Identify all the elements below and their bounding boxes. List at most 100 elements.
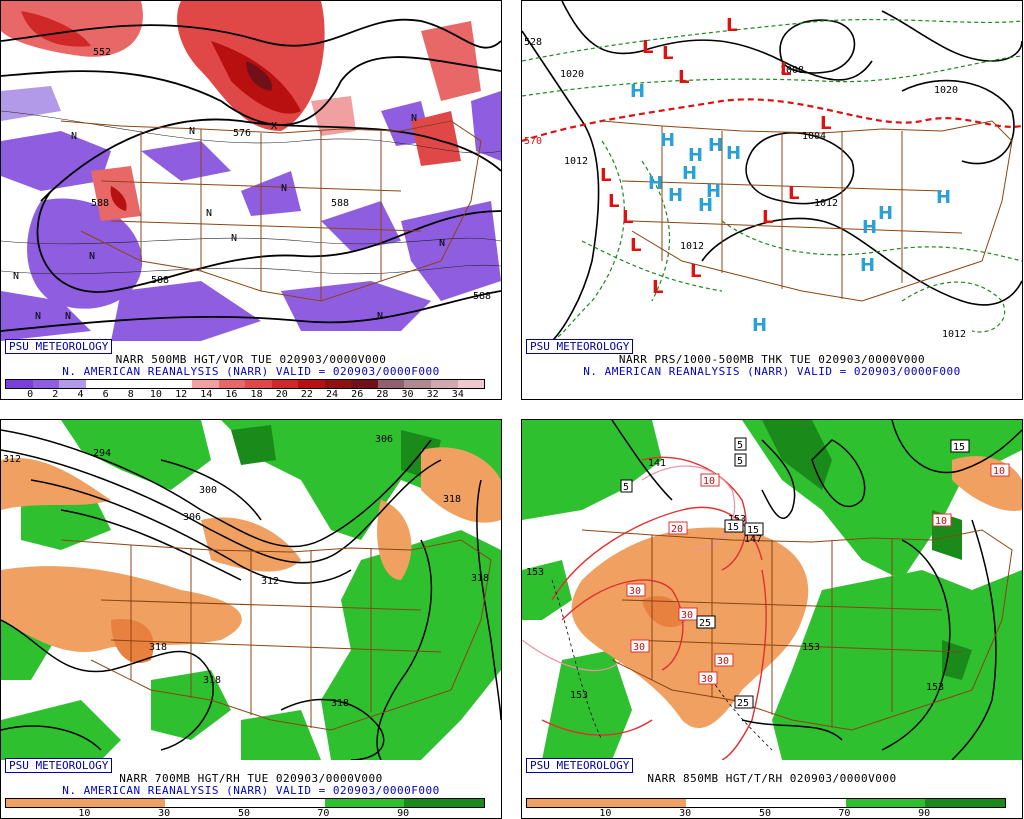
- high-pressure-mark: H: [860, 255, 875, 276]
- svg-text:15: 15: [747, 525, 759, 536]
- rh700-map: 312 294 300 306 306 312 318 318 318 318 …: [1, 420, 501, 760]
- colorbar-swatch: [351, 380, 378, 388]
- low-pressure-mark: L: [788, 183, 799, 204]
- vor-min-mark: N: [89, 251, 95, 262]
- vor-min-mark: N: [35, 311, 41, 322]
- cbar-label: 22: [300, 389, 313, 400]
- colorbar-swatch: [377, 380, 405, 388]
- svg-text:5: 5: [623, 482, 629, 493]
- colorbar-swatch: [324, 380, 352, 388]
- height-contour-label: 153: [926, 682, 944, 693]
- high-pressure-mark: H: [682, 163, 697, 184]
- cbar-label: 30: [679, 808, 692, 819]
- colorbar-swatch: [6, 380, 33, 388]
- cbar-label: 18: [250, 389, 263, 400]
- cbar-label: 8: [127, 389, 134, 400]
- temperature-box: 15: [950, 439, 970, 453]
- rh850-map: 141 147 153 153 153 153 153 555151510101…: [522, 420, 1022, 760]
- svg-text:30: 30: [701, 674, 713, 685]
- thickness-label: 528: [524, 37, 542, 48]
- temperature-labels: 5 5 5 15 15 10 10 10 20 30 30 30 25 30 30 25 15: [620, 437, 1010, 709]
- svg-text:5: 5: [737, 440, 743, 451]
- high-pressure-mark: H: [708, 135, 723, 156]
- colorbar-swatch: [85, 380, 113, 388]
- colorbar-swatch: [191, 380, 219, 388]
- colorbar-swatch: [271, 380, 299, 388]
- height-contour-label: 318: [149, 642, 167, 653]
- vor-contour-label: 588: [151, 275, 169, 286]
- colorbar-swatch: [245, 380, 272, 388]
- temperature-box: 15: [724, 519, 744, 533]
- colorbar-swatch: [59, 380, 86, 388]
- svg-text:15: 15: [953, 442, 965, 453]
- temperature-box: 5: [734, 437, 747, 451]
- height-contour-label: 153: [526, 567, 544, 578]
- vor-min-mark: N: [377, 311, 383, 322]
- temperature-box: 25: [734, 695, 754, 709]
- cbar-label: 26: [351, 389, 364, 400]
- cbar-label: 34: [451, 389, 464, 400]
- high-pressure-mark: H: [878, 203, 893, 224]
- cbar-label: 30: [158, 808, 171, 819]
- height-contour-label: 153: [570, 690, 588, 701]
- svg-text:20: 20: [671, 524, 683, 535]
- colorbar-swatch: [138, 380, 166, 388]
- svg-text:30: 30: [717, 656, 729, 667]
- vorticity-map: 552 576 588 588 588 588 N N N N N N N N …: [1, 1, 501, 341]
- low-pressure-mark: L: [690, 261, 701, 282]
- cbar-label: 14: [200, 389, 213, 400]
- low-pressure-mark: L: [780, 59, 791, 80]
- cbar-label: 10: [149, 389, 162, 400]
- height-contour-label: 318: [443, 494, 461, 505]
- temperature-box: 20: [668, 521, 688, 535]
- vor-contour-label: 552: [93, 47, 111, 58]
- height-contour-label: 318: [203, 675, 221, 686]
- low-pressure-mark: L: [608, 191, 619, 212]
- low-pressure-mark: L: [762, 207, 773, 228]
- cbar-label: 70: [317, 808, 330, 819]
- vor-contour-label: 576: [233, 128, 251, 139]
- low-pressure-mark: L: [642, 37, 653, 58]
- cbar-label: 12: [175, 389, 188, 400]
- vor-max-mark: X: [271, 121, 277, 132]
- colorbar-swatch: [165, 380, 192, 388]
- vorticity-colorbar-labels: 0 2 4 6 8 10 12 14 16 18 20 22 24 26 28 30 32 34: [5, 389, 483, 400]
- height-contour-label: 300: [199, 485, 217, 496]
- high-pressure-mark: H: [862, 217, 877, 238]
- high-pressure-mark: H: [752, 315, 767, 336]
- svg-text:10: 10: [993, 466, 1005, 477]
- temperature-box: 10: [700, 473, 720, 487]
- low-pressure-mark: L: [630, 235, 641, 256]
- height-contour-label: 147: [744, 534, 762, 545]
- cbar-label: 24: [326, 389, 339, 400]
- high-pressure-mark: H: [698, 195, 713, 216]
- thickness-map: 1020 1012 1012 1012 1004 1012 1020 1012 …: [522, 1, 1022, 341]
- panel-500mb-vorticity: 552 576 588 588 588 588 N N N N N N N N …: [0, 0, 502, 400]
- svg-text:15: 15: [727, 522, 739, 533]
- svg-text:10: 10: [935, 516, 947, 527]
- cbar-label: 16: [225, 389, 238, 400]
- psu-logo: PSU METEOROLOGY: [5, 758, 113, 773]
- rh-colorbar-labels: 10 30 50 70 90: [526, 808, 1004, 819]
- rh-colorbar-labels: 10 30 50 70 90: [5, 808, 483, 819]
- high-pressure-mark: H: [706, 181, 721, 202]
- high-pressure-mark: H: [688, 145, 703, 166]
- height-contour-label: 141: [648, 458, 666, 469]
- thickness-label: 570: [524, 136, 542, 147]
- cbar-label: 50: [237, 808, 251, 819]
- colorbar-swatch: [298, 380, 325, 388]
- vor-min-mark: N: [189, 126, 195, 137]
- low-pressure-mark: L: [622, 207, 633, 228]
- temperature-box: 5: [734, 453, 747, 467]
- colorbar-swatch: [218, 380, 246, 388]
- vor-min-mark: N: [231, 233, 237, 244]
- temperature-box: 5: [620, 479, 633, 493]
- vor-contour-label: 588: [331, 198, 349, 209]
- isobar-label: 1020: [934, 85, 958, 96]
- temperature-box: 30: [698, 671, 718, 685]
- height-contour-label: 153: [802, 642, 820, 653]
- temperature-box: 15: [744, 522, 764, 536]
- height-contour-label: 318: [331, 698, 349, 709]
- svg-text:30: 30: [633, 642, 645, 653]
- low-pressure-mark: L: [678, 67, 689, 88]
